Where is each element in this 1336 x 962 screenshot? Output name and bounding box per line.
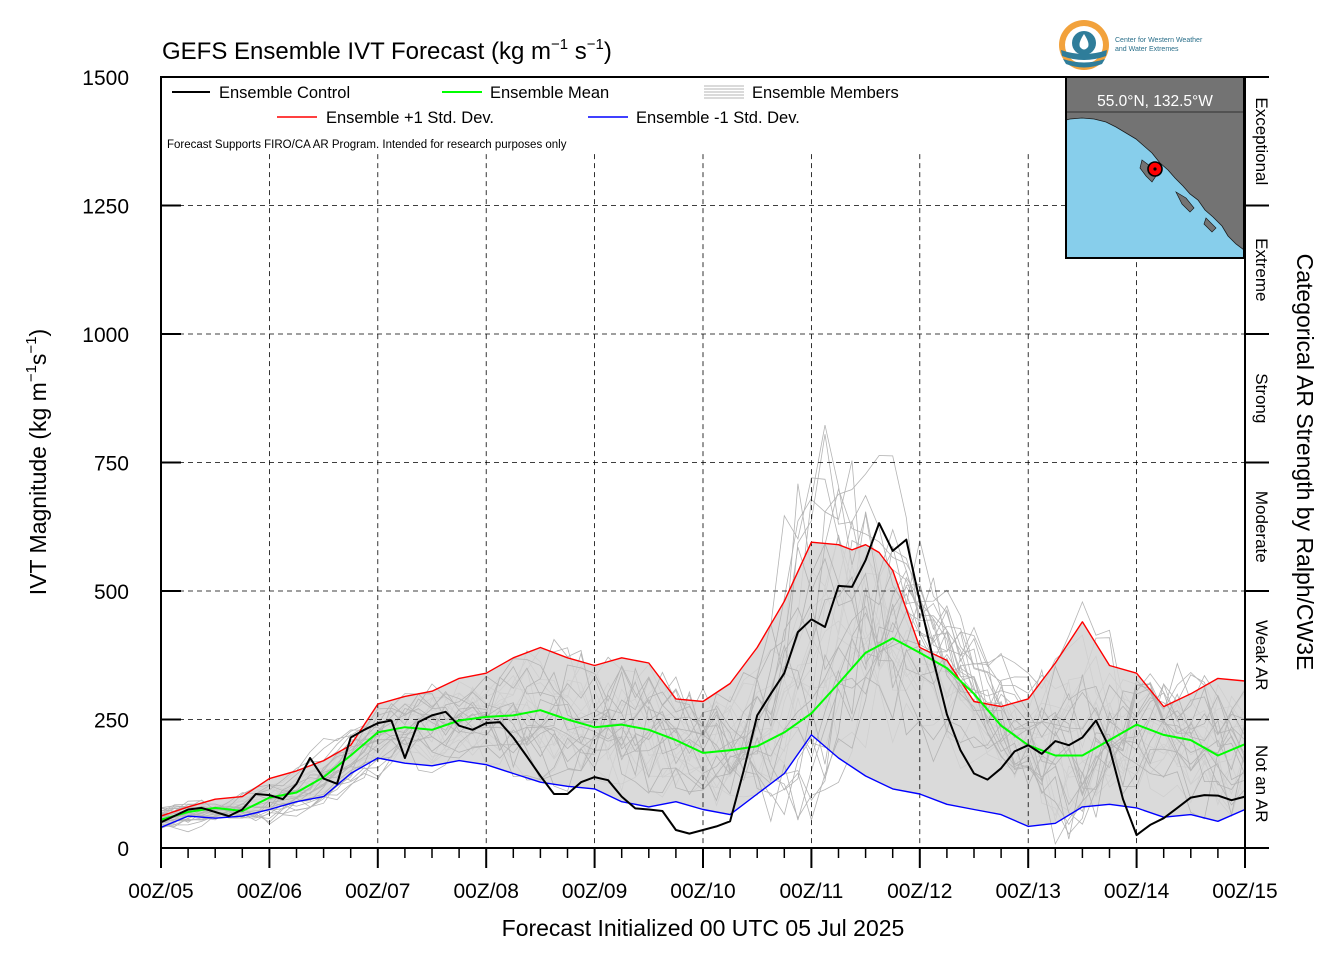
inset-map-location-label: 55.0°N, 132.5°W [1097, 93, 1213, 110]
inset-map: 55.0°N, 132.5°W [1065, 76, 1245, 259]
ensemble-mean-line [160, 637, 1246, 821]
x-tick-label: 00Z/15 [1212, 880, 1277, 903]
x-tick-label: 00Z/09 [562, 880, 627, 903]
legend-label-plus-std: Ensemble +1 Std. Dev. [326, 109, 494, 127]
y-tick-label: 500 [94, 581, 129, 604]
axis-ticks [160, 76, 1269, 868]
x-tick-label: 00Z/08 [454, 880, 519, 903]
inset-map-frame [1065, 76, 1245, 259]
x-tick-label: 00Z/13 [996, 880, 1061, 903]
legend-label-control: Ensemble Control [219, 84, 350, 102]
ensemble-member-line [160, 587, 1246, 826]
legend-label-members: Ensemble Members [752, 84, 899, 102]
y-tick-label: 750 [94, 453, 129, 476]
chart-title: GEFS Ensemble IVT Forecast (kg m−1 s−1) [162, 36, 612, 65]
ar-category-label: Strong [1252, 373, 1271, 423]
ar-category-label: Exceptional [1252, 97, 1271, 185]
y-tick-label: 1000 [82, 324, 129, 347]
y-tick-label: 250 [94, 710, 129, 733]
y-tick-labels: 0 250 500 750 1000 1250 1500 [82, 67, 129, 861]
x-tick-labels: 00Z/05 00Z/06 00Z/07 00Z/08 00Z/09 00Z/10 00Z/… [128, 880, 1277, 903]
series-lines [160, 522, 1246, 837]
legend-swatch-members [704, 85, 744, 99]
logo-text-line1: Center for Western Weather [1115, 37, 1203, 44]
gridlines [161, 154, 1245, 848]
ensemble-1-std-dev-line [160, 734, 1246, 829]
y-axis-label: IVT Magnitude (kg m−1s−1) [23, 329, 51, 595]
x-tick-label: 00Z/12 [887, 880, 952, 903]
y-tick-label: 0 [117, 838, 129, 861]
legend-label-mean: Ensemble Mean [490, 84, 609, 102]
x-tick-label: 00Z/07 [345, 880, 410, 903]
std-dev-shading [161, 542, 1245, 828]
ensemble-control-line [160, 522, 1246, 837]
legend-label-minus-std: Ensemble -1 Std. Dev. [636, 109, 800, 127]
ensemble-member-line [160, 569, 1246, 823]
right-axis-label: Categorical AR Strength by Ralph/CW3E [1292, 254, 1318, 671]
ar-category-label: Extreme [1252, 238, 1271, 301]
cw3e-logo-icon [1059, 20, 1109, 70]
ar-category-label: Not an AR [1252, 745, 1271, 823]
y-tick-label: 1250 [82, 196, 129, 219]
inset-map-land [1065, 76, 1245, 251]
x-tick-label: 00Z/05 [128, 880, 193, 903]
location-marker-dot [1153, 167, 1157, 171]
legend: Ensemble Control Ensemble Mean Ensemble … [172, 84, 899, 127]
x-tick-label: 00Z/11 [779, 880, 843, 903]
y-tick-label: 1500 [82, 67, 129, 90]
x-tick-label: 00Z/14 [1104, 880, 1170, 903]
x-tick-label: 00Z/06 [237, 880, 302, 903]
ar-category-label: Weak AR [1252, 620, 1271, 691]
disclaimer-note: Forecast Supports FIRO/CA AR Program. In… [167, 139, 567, 151]
ensemble-1-std-dev-line [160, 541, 1246, 817]
x-tick-label: 00Z/10 [670, 880, 735, 903]
cw3e-logo: Center for Western Weather and Water Ext… [1059, 20, 1203, 70]
x-axis-label: Forecast Initialized 00 UTC 05 Jul 2025 [502, 915, 905, 941]
logo-text-line2: and Water Extremes [1115, 46, 1179, 53]
ar-category-label: Moderate [1252, 491, 1271, 563]
ar-category-labels: Not an AR Weak AR Moderate Strong Extreme Exc… [1252, 97, 1271, 822]
